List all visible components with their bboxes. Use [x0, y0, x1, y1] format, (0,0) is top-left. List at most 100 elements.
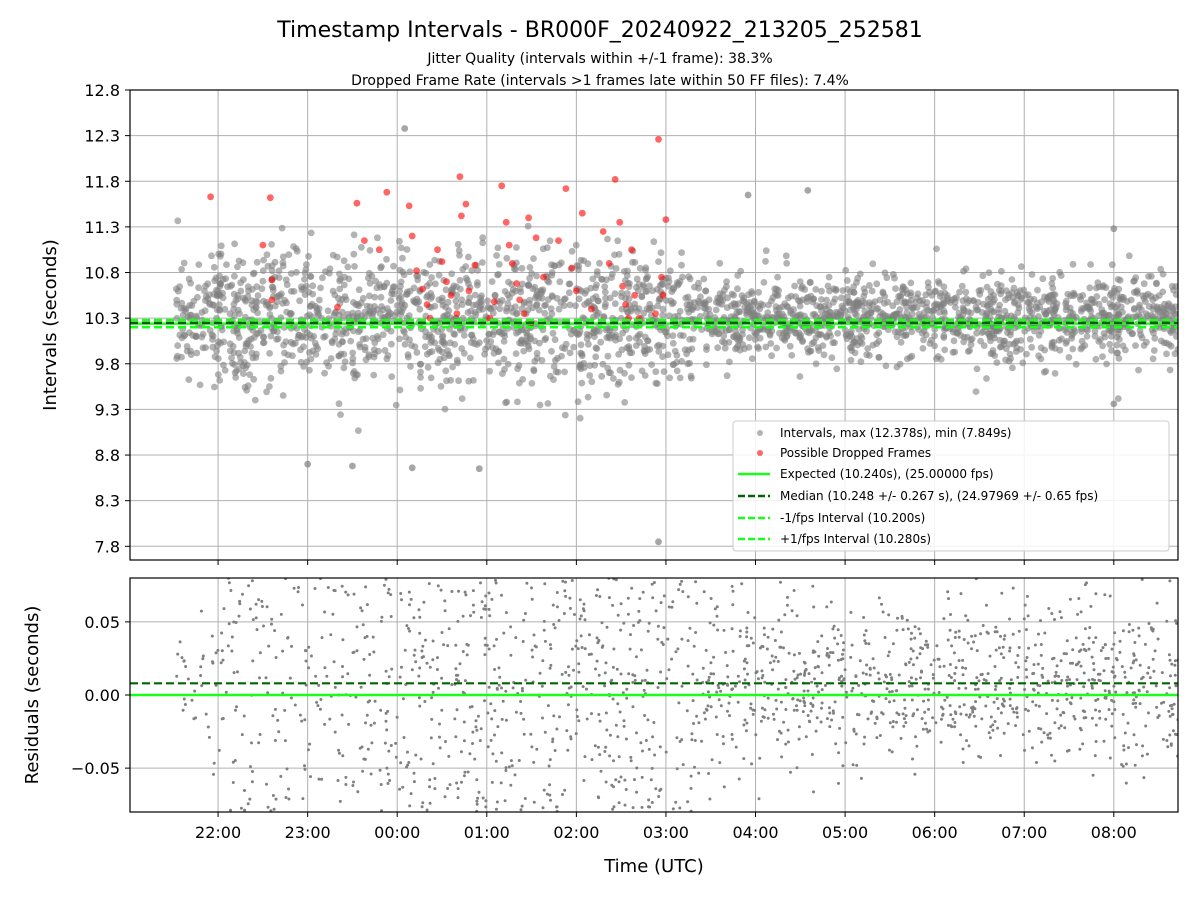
- interval-point: [739, 331, 746, 338]
- interval-point: [276, 292, 284, 300]
- interval-point: [493, 252, 500, 259]
- interval-point: [250, 269, 258, 277]
- residual-point: [989, 725, 993, 729]
- residual-point: [384, 578, 388, 581]
- residual-point: [500, 593, 503, 597]
- interval-point: [510, 265, 518, 273]
- residual-point: [443, 609, 447, 613]
- residual-point: [234, 621, 238, 624]
- interval-point: [881, 269, 889, 277]
- interval-point: [486, 367, 493, 375]
- residual-point: [614, 578, 618, 582]
- interval-point: [842, 266, 850, 274]
- interval-point: [1171, 303, 1178, 311]
- interval-point: [479, 234, 487, 242]
- residual-point: [1110, 647, 1114, 651]
- residual-point: [525, 581, 529, 585]
- residual-point: [920, 669, 923, 673]
- residual-point: [982, 678, 986, 682]
- residual-point: [1175, 621, 1178, 625]
- interval-point: [202, 282, 209, 290]
- interval-point: [659, 281, 667, 288]
- interval-point: [285, 251, 293, 258]
- residual-point: [718, 761, 722, 765]
- interval-point: [413, 349, 421, 356]
- interval-point: [861, 289, 869, 296]
- dropped-frame-point: [628, 246, 635, 254]
- interval-point: [355, 427, 362, 434]
- residual-point: [398, 787, 402, 791]
- top-y-tick-label: 8.3: [95, 492, 120, 511]
- residual-point: [680, 684, 684, 688]
- residual-point: [1172, 702, 1176, 706]
- residual-point: [811, 703, 815, 707]
- residual-point: [715, 690, 719, 694]
- interval-point: [555, 261, 563, 269]
- residual-point: [272, 807, 276, 811]
- interval-point: [194, 293, 201, 301]
- interval-point: [684, 360, 691, 368]
- residual-point: [347, 722, 351, 726]
- residual-point: [186, 677, 190, 681]
- residual-point: [333, 730, 337, 734]
- residual-point: [292, 586, 296, 590]
- x-axis-label: Time (UTC): [603, 856, 704, 877]
- residual-point: [1112, 684, 1116, 688]
- interval-point: [577, 365, 585, 373]
- interval-point: [417, 360, 425, 368]
- residual-point: [998, 679, 1002, 683]
- interval-point: [774, 273, 781, 281]
- residual-point: [598, 753, 602, 757]
- interval-outlier-point: [744, 191, 752, 199]
- residual-point: [504, 769, 508, 772]
- residual-point: [212, 772, 215, 776]
- residual-point: [1008, 697, 1012, 701]
- interval-point: [445, 307, 453, 315]
- interval-point: [541, 309, 549, 317]
- residual-point: [436, 584, 440, 588]
- interval-point: [281, 324, 288, 331]
- interval-point: [236, 310, 243, 317]
- residual-point: [407, 627, 410, 630]
- residual-point: [798, 699, 802, 703]
- interval-point: [335, 352, 343, 360]
- residual-point: [1123, 670, 1127, 674]
- residual-point: [640, 805, 644, 809]
- interval-point: [568, 247, 576, 255]
- bottom-panel-y-ticks: 0.050.00−0.05: [71, 613, 130, 778]
- residual-point: [702, 711, 706, 715]
- residual-point: [624, 788, 628, 791]
- residual-point: [212, 761, 216, 765]
- residual-point: [227, 581, 231, 585]
- interval-point: [453, 291, 461, 299]
- interval-point: [244, 382, 252, 390]
- interval-point: [1132, 342, 1139, 349]
- residual-point: [264, 676, 268, 680]
- interval-point: [615, 378, 623, 386]
- residual-point: [973, 707, 977, 711]
- residual-point: [1059, 616, 1063, 620]
- interval-point: [620, 268, 628, 275]
- residual-point: [619, 775, 623, 779]
- interval-point: [762, 257, 769, 265]
- interval-point: [249, 326, 257, 334]
- residual-point: [604, 661, 608, 665]
- residual-point: [317, 683, 321, 687]
- residual-point: [447, 754, 451, 758]
- interval-point: [354, 309, 362, 317]
- interval-point: [350, 327, 357, 335]
- residual-point: [1002, 699, 1006, 703]
- interval-point: [474, 279, 481, 286]
- interval-point: [1121, 316, 1129, 323]
- interval-point: [577, 256, 585, 264]
- residual-point: [274, 656, 278, 659]
- x-tick-label: 07:00: [1001, 823, 1047, 842]
- residual-point: [888, 748, 891, 752]
- interval-point: [352, 301, 360, 309]
- interval-point: [755, 345, 762, 352]
- interval-point: [783, 259, 791, 267]
- interval-point: [582, 287, 590, 295]
- residual-point: [276, 718, 280, 722]
- residual-point: [446, 644, 450, 648]
- residual-point: [386, 772, 390, 776]
